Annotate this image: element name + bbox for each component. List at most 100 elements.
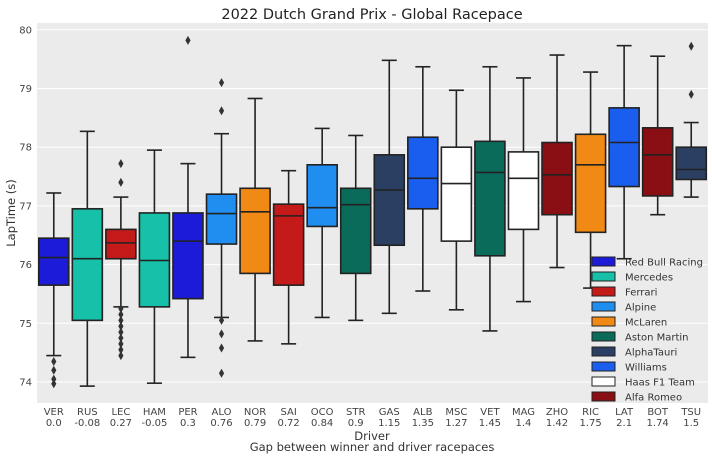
x-tick-gap: 1.27	[445, 418, 467, 429]
x-tick-driver: RIC	[582, 407, 599, 418]
outlier-point	[118, 333, 124, 343]
legend-swatch	[591, 331, 616, 342]
box-iqr	[306, 164, 338, 228]
y-tick-label: 80	[19, 25, 32, 36]
legend-label: AlphaTauri	[625, 348, 677, 359]
x-tick-driver: PER	[178, 407, 197, 418]
legend-label: Alfa Romeo	[625, 393, 682, 404]
outlier-point	[51, 365, 57, 375]
x-tick-driver: SAI	[280, 407, 296, 418]
box-lat	[608, 44, 640, 260]
box-alb	[407, 65, 439, 292]
x-tick-driver: GAS	[379, 407, 400, 418]
outlier-point	[118, 321, 124, 331]
box-iqr	[507, 151, 540, 231]
x-tick-gap: 0.79	[244, 418, 266, 429]
box-iqr	[205, 193, 238, 245]
box-iqr	[608, 107, 640, 188]
x-tick-gap: 1.45	[479, 418, 501, 429]
x-tick-driver: BOT	[647, 407, 669, 418]
x-tick-gap: 0.9	[348, 418, 364, 429]
box-lec	[105, 159, 137, 361]
y-tick-label: 75	[19, 319, 32, 330]
outlier-point	[51, 356, 57, 366]
outlier-point	[118, 304, 124, 314]
outlier-point	[51, 379, 57, 389]
box-zho	[541, 54, 573, 269]
outlier-point	[118, 351, 124, 361]
box-sai	[272, 169, 305, 345]
box-iqr	[574, 133, 607, 234]
x-tick-gap: 1.75	[579, 418, 601, 429]
box-per	[172, 35, 204, 359]
chart-title: 2022 Dutch Grand Prix - Global Racepace	[221, 7, 522, 23]
box-iqr	[105, 228, 137, 260]
x-tick-driver: ZHO	[546, 407, 568, 418]
outlier-point	[218, 343, 225, 353]
x-tick-driver: LAT	[615, 407, 634, 418]
boxes-layer	[37, 35, 708, 389]
x-tick-driver: ALO	[212, 407, 232, 418]
outlier-point	[118, 309, 124, 319]
plot-background	[37, 23, 708, 403]
outlier-point	[118, 315, 124, 325]
legend-label: Williams	[625, 363, 667, 374]
box-mag	[507, 77, 540, 303]
y-tick-label: 77	[19, 201, 32, 212]
x-tick-driver: ALB	[413, 407, 432, 418]
legend-swatch	[591, 301, 616, 312]
box-iqr	[339, 187, 372, 275]
x-tick-driver: VER	[44, 407, 64, 418]
outlier-point	[218, 315, 225, 325]
x-tick-driver: STR	[346, 407, 365, 418]
box-iqr	[440, 146, 473, 242]
outlier-point	[118, 159, 124, 169]
outlier-point	[688, 89, 694, 99]
outlier-point	[688, 41, 694, 51]
box-msc	[440, 89, 473, 311]
outlier-point	[51, 374, 57, 384]
outlier-point	[118, 345, 124, 355]
outlier-point	[118, 339, 124, 349]
outlier-point	[218, 368, 225, 378]
box-nor	[239, 97, 271, 342]
y-tick-label: 74	[19, 378, 32, 389]
x-tick-gap: 1.74	[647, 418, 669, 429]
x-tick-driver: HAM	[143, 407, 166, 418]
legend: Red Bull Racing Mercedes Ferrari Alpine McLa…	[591, 256, 703, 404]
x-axis-sublabel: Gap between winner and driver racepaces	[250, 440, 495, 454]
box-ver	[37, 192, 70, 389]
x-tick-gap: 1.35	[412, 418, 434, 429]
x-tick-gap: -0.05	[141, 418, 167, 429]
x-tick-driver: MSC	[445, 407, 467, 418]
box-ric	[574, 71, 607, 289]
x-tick-driver: LEC	[111, 407, 130, 418]
legend-label: Mercedes	[625, 273, 673, 284]
legend-label: Red Bull Racing	[625, 258, 703, 269]
x-tick-gap: 1.5	[683, 418, 699, 429]
x-axis-label: Driver	[354, 429, 390, 443]
box-tsu	[675, 41, 708, 198]
x-tick-gap: 2.1	[616, 418, 632, 429]
outlier-point	[218, 329, 225, 339]
box-iqr	[37, 237, 70, 286]
y-tick-label: 78	[19, 143, 32, 154]
outlier-point	[185, 35, 191, 45]
x-tick-driver: VET	[480, 407, 500, 418]
legend-swatch	[591, 256, 616, 267]
x-tick-gap: 0.72	[277, 418, 299, 429]
box-rus	[71, 130, 104, 387]
y-axis-label: LapTime (s)	[4, 179, 18, 247]
box-iqr	[641, 127, 674, 197]
outlier-point	[118, 327, 124, 337]
legend-swatch	[591, 391, 616, 402]
box-str	[339, 134, 372, 322]
legend-swatch	[591, 271, 616, 282]
y-tick-label: 79	[19, 84, 32, 95]
box-alo	[205, 78, 238, 378]
outlier-point	[218, 78, 225, 88]
outlier-point	[218, 106, 225, 116]
x-tick-gap: 0.84	[311, 418, 333, 429]
box-iqr	[675, 146, 708, 181]
